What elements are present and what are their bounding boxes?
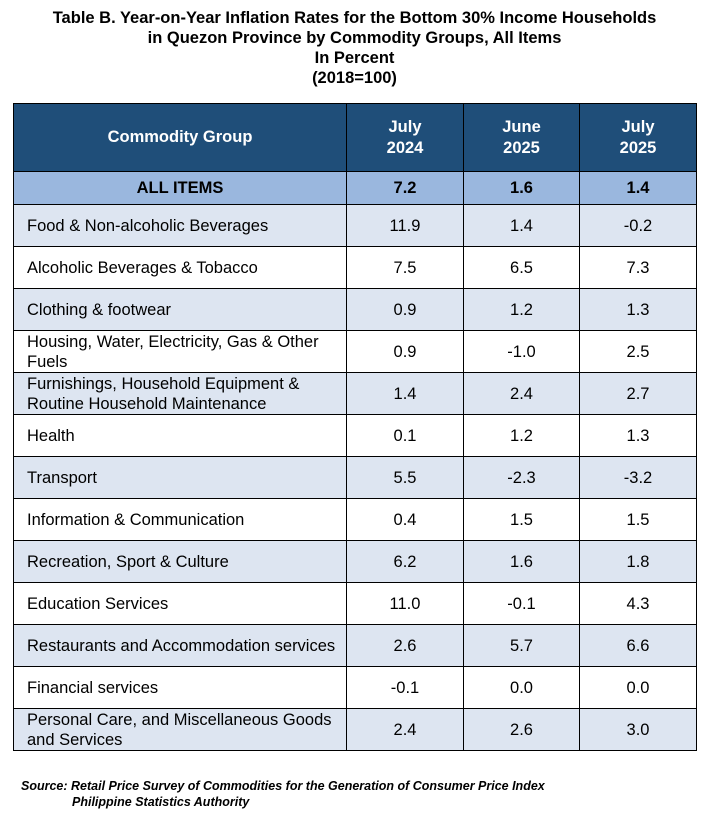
value-july-2024: 7.5 — [346, 246, 464, 289]
header-july-2024: July 2024 — [346, 103, 464, 172]
header-year: 2024 — [386, 138, 424, 157]
commodity-label: Recreation, Sport & Culture — [13, 540, 347, 583]
value-july-2024: -0.1 — [346, 666, 464, 709]
value-july-2025: -0.2 — [579, 204, 697, 247]
all-items-july-2025: 1.4 — [579, 171, 697, 205]
commodity-label: Health — [13, 414, 347, 457]
value-june-2025: 2.4 — [463, 372, 580, 415]
table-row: Health 0.1 1.2 1.3 — [13, 414, 697, 457]
commodity-label: Furnishings, Household Equipment & Routi… — [13, 372, 347, 415]
header-commodity-group: Commodity Group — [13, 103, 347, 172]
commodity-label: Information & Communication — [13, 498, 347, 541]
value-july-2025: 6.6 — [579, 624, 697, 667]
value-july-2024: 0.1 — [346, 414, 464, 457]
all-items-label: ALL ITEMS — [13, 171, 347, 205]
value-june-2025: 1.2 — [463, 414, 580, 457]
commodity-label: Transport — [13, 456, 347, 499]
value-july-2025: 1.8 — [579, 540, 697, 583]
value-june-2025: 1.6 — [463, 540, 580, 583]
header-year: 2025 — [619, 138, 657, 157]
value-july-2024: 5.5 — [346, 456, 464, 499]
source-line-2: Philippine Statistics Authority — [72, 795, 250, 809]
header-row: Commodity Group July 2024 June 2025 July… — [13, 103, 697, 172]
value-june-2025: 6.5 — [463, 246, 580, 289]
title-line-4: (2018=100) — [312, 69, 397, 87]
title-line-3: In Percent — [314, 49, 395, 67]
all-items-row: ALL ITEMS 7.2 1.6 1.4 — [13, 171, 697, 205]
value-july-2024: 0.9 — [346, 330, 464, 373]
header-month: July — [388, 117, 422, 136]
table-row: Personal Care, and Miscellaneous Goods a… — [13, 708, 697, 751]
table-row: Alcoholic Beverages & Tobacco 7.5 6.5 7.… — [13, 246, 697, 289]
table-row: Housing, Water, Electricity, Gas & Other… — [13, 330, 697, 373]
table-row: Recreation, Sport & Culture 6.2 1.6 1.8 — [13, 540, 697, 583]
commodity-label: Personal Care, and Miscellaneous Goods a… — [13, 708, 347, 751]
header-year: 2025 — [503, 138, 540, 157]
header-july-2025: July 2025 — [579, 103, 697, 172]
value-june-2025: -1.0 — [463, 330, 580, 373]
value-july-2025: 0.0 — [579, 666, 697, 709]
value-july-2025: 7.3 — [579, 246, 697, 289]
value-july-2024: 11.9 — [346, 204, 464, 247]
value-july-2025: -3.2 — [579, 456, 697, 499]
value-july-2024: 1.4 — [346, 372, 464, 415]
value-june-2025: 2.6 — [463, 708, 580, 751]
table-row: Financial services -0.1 0.0 0.0 — [13, 666, 697, 709]
value-july-2025: 2.7 — [579, 372, 697, 415]
value-july-2025: 1.5 — [579, 498, 697, 541]
value-june-2025: -0.1 — [463, 582, 580, 625]
value-july-2024: 11.0 — [346, 582, 464, 625]
title-line-2: in Quezon Province by Commodity Groups, … — [147, 29, 562, 47]
value-july-2025: 1.3 — [579, 414, 697, 457]
table-title: Table B. Year-on-Year Inflation Rates fo… — [0, 8, 709, 88]
title-line-1: Table B. Year-on-Year Inflation Rates fo… — [52, 9, 657, 27]
source-note: Source: Retail Price Survey of Commoditi… — [21, 778, 545, 810]
value-june-2025: 5.7 — [463, 624, 580, 667]
value-june-2025: -2.3 — [463, 456, 580, 499]
commodity-label: Alcoholic Beverages & Tobacco — [13, 246, 347, 289]
table-row: Education Services 11.0 -0.1 4.3 — [13, 582, 697, 625]
commodity-label: Clothing & footwear — [13, 288, 347, 331]
table-row: Furnishings, Household Equipment & Routi… — [13, 372, 697, 415]
commodity-label: Financial services — [13, 666, 347, 709]
commodity-label: Food & Non-alcoholic Beverages — [13, 204, 347, 247]
commodity-label: Housing, Water, Electricity, Gas & Other… — [13, 330, 347, 373]
header-month: July — [621, 117, 655, 136]
table-row: Food & Non-alcoholic Beverages 11.9 1.4 … — [13, 204, 697, 247]
value-june-2025: 1.5 — [463, 498, 580, 541]
value-july-2024: 0.4 — [346, 498, 464, 541]
value-july-2025: 3.0 — [579, 708, 697, 751]
commodity-label: Restaurants and Accommodation services — [13, 624, 347, 667]
value-june-2025: 0.0 — [463, 666, 580, 709]
table-row: Clothing & footwear 0.9 1.2 1.3 — [13, 288, 697, 331]
table-row: Transport 5.5 -2.3 -3.2 — [13, 456, 697, 499]
value-july-2024: 2.4 — [346, 708, 464, 751]
value-july-2024: 6.2 — [346, 540, 464, 583]
value-july-2024: 0.9 — [346, 288, 464, 331]
value-june-2025: 1.4 — [463, 204, 580, 247]
commodity-label: Education Services — [13, 582, 347, 625]
header-month: June — [502, 117, 541, 136]
value-july-2025: 1.3 — [579, 288, 697, 331]
value-july-2024: 2.6 — [346, 624, 464, 667]
source-line-1: Source: Retail Price Survey of Commoditi… — [21, 779, 545, 793]
value-july-2025: 4.3 — [579, 582, 697, 625]
all-items-june-2025: 1.6 — [463, 171, 580, 205]
table-row: Restaurants and Accommodation services 2… — [13, 624, 697, 667]
header-june-2025: June 2025 — [463, 103, 580, 172]
inflation-table: Commodity Group July 2024 June 2025 July… — [13, 103, 697, 751]
table-row: Information & Communication 0.4 1.5 1.5 — [13, 498, 697, 541]
value-july-2025: 2.5 — [579, 330, 697, 373]
value-june-2025: 1.2 — [463, 288, 580, 331]
all-items-july-2024: 7.2 — [346, 171, 464, 205]
